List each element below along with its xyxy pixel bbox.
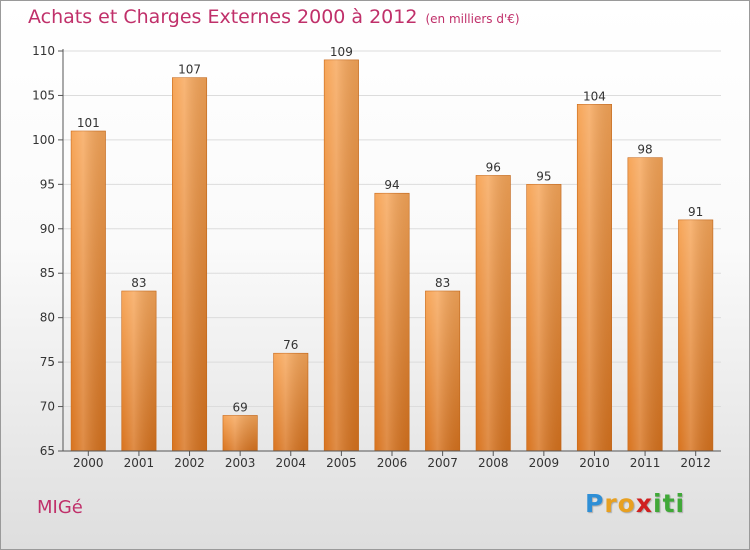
x-tick-label: 2003 [225,456,256,470]
data-label: 83 [435,276,450,290]
bar-sheen [121,291,157,451]
y-tick-label: 105 [32,88,55,102]
y-tick-label: 75 [40,355,55,369]
bar-sheen [577,104,612,451]
x-tick-label: 2012 [680,456,711,470]
x-tick-label: 2001 [124,456,155,470]
proxiti-logo: Proxiti [585,489,685,518]
data-label: 101 [77,116,100,130]
x-tick-label: 2006 [377,456,408,470]
x-tick-label: 2011 [630,456,661,470]
data-label: 104 [583,89,606,103]
bar-sheen [324,59,359,452]
logo-letter: i [653,489,663,518]
logo-letter: o [617,489,636,518]
y-tick-label: 85 [40,266,55,280]
chart-subtitle: (en milliers d'€) [425,12,520,26]
chart-title: Achats et Charges Externes 2000 à 2012 (e… [28,6,520,28]
logo-letter: x [635,489,653,518]
logo-letter: r [604,489,618,518]
data-label: 98 [637,143,652,157]
y-tick-label: 90 [40,222,55,236]
y-tick-label: 80 [40,311,55,325]
x-tick-label: 2009 [529,456,560,470]
data-label: 83 [131,276,146,290]
bar-sheen [425,291,460,451]
bar-sheen [374,193,410,451]
y-tick-label: 110 [32,44,55,58]
x-tick-label: 2002 [174,456,205,470]
axes: 65 70 75 80 85 90 95 100 105 110 2000 2001 2002 2003 2… [32,44,721,470]
x-tick-label: 2000 [73,456,104,470]
data-label: 95 [536,169,551,183]
logo-letter: i [675,489,686,518]
bars: 101 83 107 69 76 109 94 83 96 95 104 98 91 [70,45,714,452]
x-tick-label: 2008 [478,456,509,470]
bar-sheen [222,415,258,451]
logo-letter: P [585,489,605,518]
y-tick-label: 65 [40,444,55,458]
logo-letter: t [662,489,676,518]
y-tick-label: 95 [40,177,55,191]
y-tick-label: 100 [32,133,55,147]
data-label: 76 [283,338,298,352]
data-label: 69 [233,400,248,414]
x-tick-label: 2004 [275,456,306,470]
x-tick-label: 2007 [427,456,458,470]
bar-sheen [172,77,207,452]
chart-title-text: Achats et Charges Externes 2000 à 2012 [28,6,418,28]
commune-name: MIGé [37,497,83,518]
data-label: 91 [688,205,703,219]
data-label: 107 [178,63,201,77]
data-label: 94 [384,178,399,192]
bar-sheen [678,219,713,451]
data-label: 109 [330,45,353,59]
x-tick-label: 2005 [326,456,357,470]
bar-sheen [71,131,106,451]
bar-sheen [526,184,562,452]
bar-sheen [476,175,511,451]
y-tick-label: 70 [40,400,55,414]
bar-sheen [273,353,308,451]
bar-sheen [627,157,663,451]
x-tick-label: 2010 [579,456,610,470]
data-label: 96 [486,160,501,174]
